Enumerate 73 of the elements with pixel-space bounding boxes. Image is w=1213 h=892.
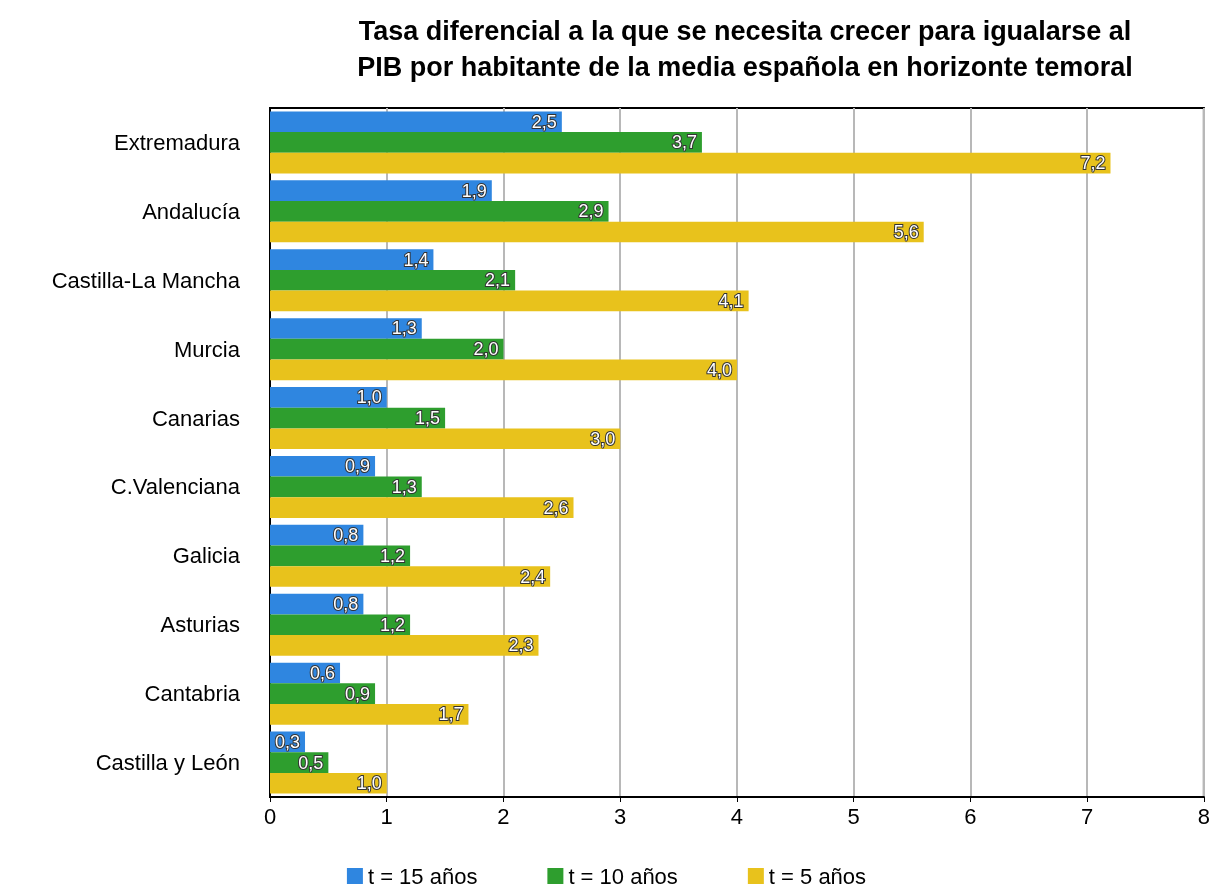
data-label: 4,1 [718, 290, 744, 311]
x-tick-label: 7 [1081, 803, 1094, 829]
data-label: 0,8 [333, 525, 359, 546]
data-label: 0,9 [345, 456, 371, 477]
x-tick-label: 5 [847, 803, 860, 829]
bar [270, 269, 516, 291]
x-tick-label: 2 [497, 803, 510, 829]
y-tick-label: Castilla-La Mancha [51, 267, 241, 293]
y-tick-label: Andalucía [142, 198, 241, 224]
x-tick-label: 8 [1197, 803, 1211, 829]
data-label: 4,0 [706, 359, 732, 380]
data-label: 1,0 [356, 773, 382, 794]
bar [270, 249, 434, 270]
data-label: 1,3 [391, 476, 417, 497]
bar [270, 497, 574, 518]
data-label: 2,5 [531, 111, 557, 132]
bar [270, 290, 749, 312]
y-tick-label: Extremadura [114, 129, 241, 155]
y-tick-label: C.Valenciana [110, 474, 241, 500]
legend-label: t = 15 años [367, 863, 478, 889]
chart-title: Tasa diferencial a la que se necesita crecer para igualarse al PIB por habitante de la media española en horizonte temoral [357, 16, 1133, 82]
bar [270, 132, 702, 153]
x-tick-label: 6 [964, 803, 977, 829]
x-tick-label: 0 [263, 803, 277, 829]
y-tick-label: Asturias [160, 612, 240, 638]
bar [270, 338, 504, 360]
data-label: 1,7 [438, 704, 464, 725]
data-label: 1,3 [391, 318, 417, 339]
data-label: 2,4 [520, 566, 546, 587]
bar [270, 428, 621, 450]
data-label: 1,5 [415, 408, 441, 429]
data-label: 0,3 [274, 731, 301, 752]
bar [270, 152, 1111, 174]
bar [270, 359, 737, 381]
bar [270, 566, 551, 587]
x-tick-label: 1 [380, 803, 393, 829]
data-label: 2,6 [543, 497, 569, 518]
bar [270, 221, 924, 243]
data-label: 3,0 [590, 428, 616, 449]
data-label: 7,2 [1080, 153, 1106, 174]
data-label: 1,2 [380, 545, 406, 566]
data-label: 2,0 [473, 339, 499, 360]
data-label: 0,6 [310, 662, 336, 683]
x-tick-label: 3 [614, 803, 627, 829]
bar [270, 180, 492, 202]
bar [270, 635, 539, 656]
bar [270, 201, 609, 222]
y-tick-label: Galicia [172, 543, 241, 569]
data-label: 1,2 [380, 614, 406, 635]
data-label: 2,3 [508, 635, 534, 656]
data-label: 2,1 [485, 270, 511, 291]
data-label: 5,6 [893, 222, 919, 243]
data-label: 3,7 [671, 132, 697, 153]
bar [270, 614, 411, 636]
data-label: 0,5 [298, 752, 324, 773]
data-label: 0,9 [345, 683, 371, 704]
y-tick-label: Canarias [151, 405, 240, 431]
data-label: 0,8 [333, 594, 359, 615]
x-tick-label: 4 [730, 803, 744, 829]
bar [270, 111, 562, 133]
data-label: 1,9 [461, 180, 487, 201]
bar [270, 387, 387, 408]
y-tick-label: Cantabria [144, 681, 241, 707]
legend-label: t = 5 años [768, 863, 867, 889]
data-label: 1,0 [356, 387, 382, 408]
bar [270, 703, 469, 725]
y-tick-label: Murcia [173, 336, 241, 362]
bar [270, 318, 422, 339]
data-label: 2,9 [578, 201, 604, 222]
bar [270, 772, 387, 794]
y-tick-label: Castilla y León [95, 750, 240, 776]
legend-label: t = 10 años [568, 863, 678, 889]
data-label: 1,4 [403, 249, 429, 270]
